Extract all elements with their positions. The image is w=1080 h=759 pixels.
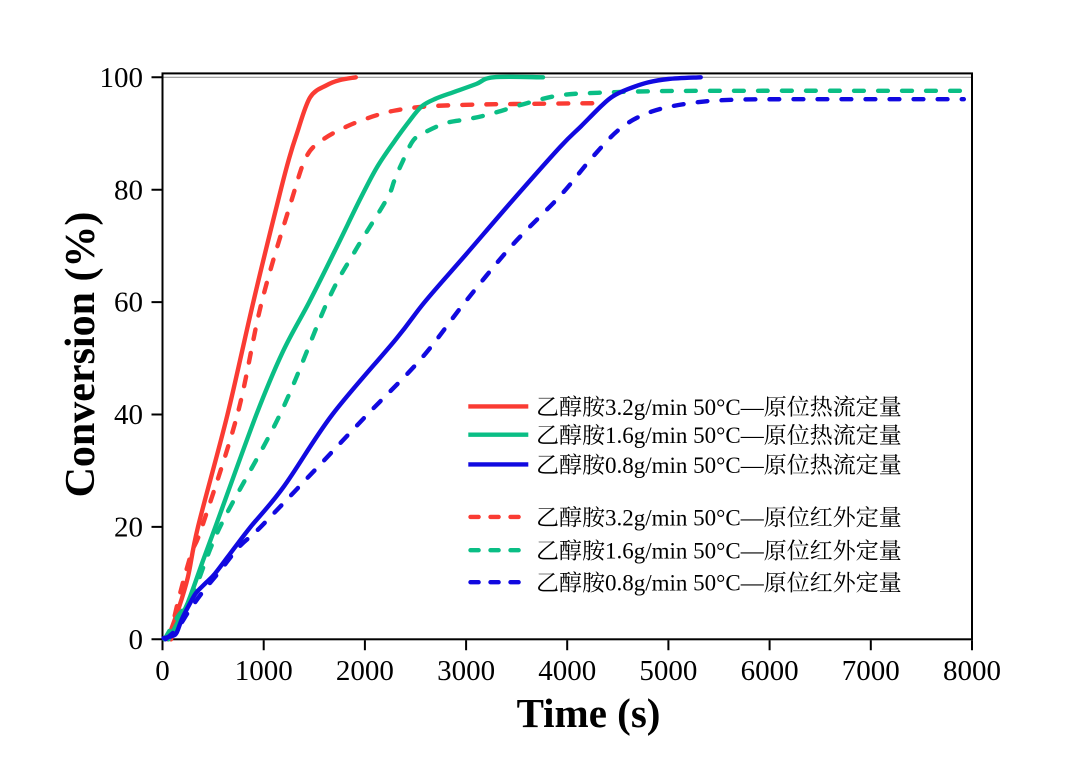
- svg-text:3.2g/min 50°C—: 3.2g/min 50°C—: [605, 505, 765, 530]
- svg-text:Time (s): Time (s): [517, 690, 661, 736]
- svg-text:40: 40: [114, 399, 143, 431]
- svg-text:3000: 3000: [437, 655, 495, 687]
- svg-text:80: 80: [114, 174, 143, 206]
- svg-text:0.8g/min 50°C—: 0.8g/min 50°C—: [605, 571, 765, 596]
- svg-text:0: 0: [129, 624, 144, 656]
- svg-text:2000: 2000: [336, 655, 394, 687]
- svg-text:4000: 4000: [538, 655, 596, 687]
- svg-text:0: 0: [155, 655, 170, 687]
- svg-text:0.8g/min 50°C—: 0.8g/min 50°C—: [605, 453, 765, 478]
- svg-text:20: 20: [114, 512, 143, 544]
- svg-text:100: 100: [100, 62, 144, 94]
- svg-text:1.6g/min 50°C—: 1.6g/min 50°C—: [605, 539, 765, 564]
- svg-text:60: 60: [114, 287, 143, 319]
- svg-text:7000: 7000: [842, 655, 900, 687]
- svg-text:8000: 8000: [943, 655, 1001, 687]
- svg-text:1.6g/min 50°C—: 1.6g/min 50°C—: [605, 423, 765, 448]
- svg-text:1000: 1000: [235, 655, 293, 687]
- svg-text:Conversion (%): Conversion (%): [58, 212, 104, 498]
- svg-text:5000: 5000: [639, 655, 697, 687]
- svg-text:6000: 6000: [741, 655, 799, 687]
- svg-text:3.2g/min 50°C—: 3.2g/min 50°C—: [605, 395, 765, 420]
